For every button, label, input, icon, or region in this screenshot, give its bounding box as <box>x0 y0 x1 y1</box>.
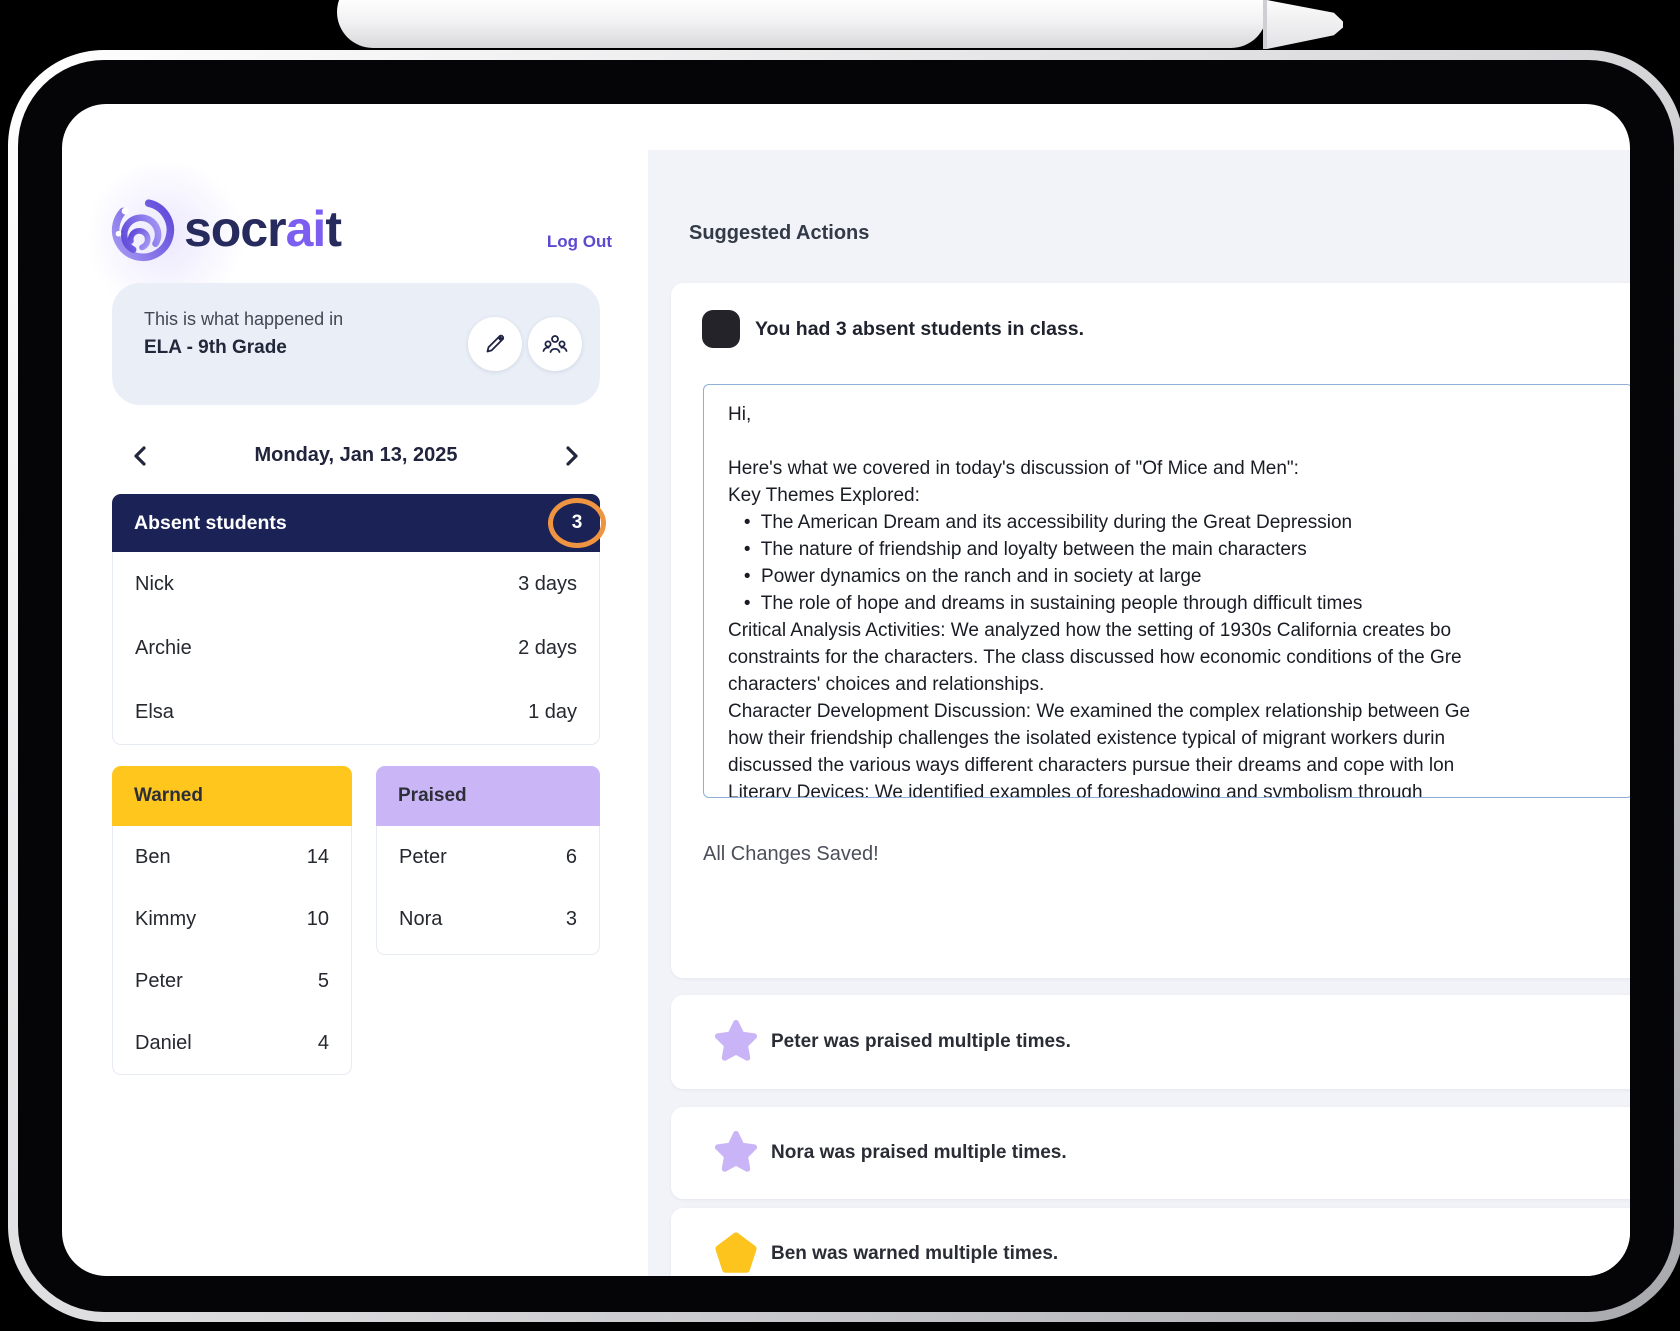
wordmark-prefix: socr <box>184 201 287 257</box>
student-name: Peter <box>135 969 183 992</box>
praised-header: Praised <box>376 766 600 826</box>
class-card-subtitle: This is what happened in <box>144 309 344 329</box>
star-icon <box>714 1130 758 1172</box>
star-icon <box>714 1019 758 1061</box>
class-summary-card: This is what happened in ELA - 9th Grade <box>112 283 600 405</box>
wordmark-accent: ai <box>285 201 327 257</box>
table-row: Ben 14 <box>113 826 351 888</box>
action-card-text: Ben was warned multiple times. <box>771 1243 1059 1264</box>
apple-pencil-seam <box>1263 0 1267 49</box>
warned-list: Ben 14 Kimmy 10 Peter 5 Daniel <box>112 826 352 1075</box>
action-card-text: Peter was praised multiple times. <box>771 1031 1071 1052</box>
warned-panel: Warned Ben 14 Kimmy 10 Peter 5 <box>112 766 352 1075</box>
absent-students-list: Nick 3 days Archie 2 days Elsa 1 day <box>112 552 600 745</box>
log-out-link[interactable]: Log Out <box>546 232 612 251</box>
student-name: Nick <box>135 572 174 595</box>
absence-duration: 3 days <box>518 572 577 595</box>
student-name: Archie <box>135 636 192 659</box>
praise-action-card[interactable]: Peter was praised multiple times. <box>671 995 1630 1089</box>
people-group-icon <box>542 335 568 353</box>
table-row: Elsa 1 day <box>113 680 599 744</box>
edit-class-button[interactable] <box>468 317 522 371</box>
absent-action-card: You had 3 absent students in class. Hi, … <box>671 283 1630 978</box>
praise-count: 6 <box>565 845 577 868</box>
warning-pentagon-icon <box>715 1232 757 1273</box>
student-name: Elsa <box>135 700 174 723</box>
students-button[interactable] <box>528 317 582 371</box>
socrait-logo-icon <box>111 198 175 262</box>
warn-count: 14 <box>306 845 329 868</box>
student-name: Daniel <box>135 1031 192 1054</box>
class-card-title: ELA - 9th Grade <box>144 337 287 358</box>
student-name: Peter <box>399 845 447 868</box>
action-card-text: Nora was praised multiple times. <box>771 1142 1067 1163</box>
table-row: Peter 5 <box>113 950 351 1012</box>
tablet-frame: socrait Log Out This is what happened in… <box>8 50 1680 1322</box>
table-row: Kimmy 10 <box>113 888 351 950</box>
absent-action-title: You had 3 absent students in class. <box>755 317 1085 340</box>
apple-pencil <box>337 0 1267 48</box>
student-name: Nora <box>399 907 443 930</box>
warn-count: 10 <box>306 907 329 930</box>
warn-count: 5 <box>317 969 329 992</box>
previous-day-button[interactable] <box>130 444 152 468</box>
warned-header: Warned <box>112 766 352 826</box>
praise-count: 3 <box>565 907 577 930</box>
apple-pencil-tip <box>1267 0 1343 49</box>
tablet-bezel: socrait Log Out This is what happened in… <box>18 60 1674 1312</box>
absent-students-title: Absent students <box>134 511 287 534</box>
current-date-label: Monday, Jan 13, 2025 <box>254 444 458 466</box>
pencil-edit-icon <box>486 334 505 353</box>
warn-action-card[interactable]: Ben was warned multiple times. <box>671 1208 1630 1276</box>
warn-count: 4 <box>317 1031 329 1054</box>
table-row: Archie 2 days <box>113 616 599 680</box>
absent-count: 3 <box>571 512 583 533</box>
table-row: Nora 3 <box>377 888 599 950</box>
absence-duration: 2 days <box>518 636 577 659</box>
absent-students-header: Absent students 3 <box>112 494 606 552</box>
count-annotation-circle: 3 <box>548 498 606 548</box>
next-day-button[interactable] <box>560 444 582 468</box>
praised-list: Peter 6 Nora 3 <box>376 826 600 955</box>
table-row: Nick 3 days <box>113 552 599 616</box>
socrait-wordmark: socrait <box>184 200 342 258</box>
table-row: Daniel 4 <box>113 1012 351 1074</box>
page-title: Suggested Actions <box>689 222 870 244</box>
wordmark-suffix: t <box>325 201 342 257</box>
save-status: All Changes Saved! <box>703 843 879 865</box>
absence-duration: 1 day <box>528 700 577 723</box>
checkbox-icon[interactable] <box>702 310 740 348</box>
date-navigation: Monday, Jan 13, 2025 <box>112 436 600 476</box>
student-name: Kimmy <box>135 907 197 930</box>
praise-action-card[interactable]: Nora was praised multiple times. <box>671 1107 1630 1199</box>
tablet-screen: socrait Log Out This is what happened in… <box>62 104 1630 1276</box>
email-draft-textarea[interactable]: Hi, Here's what we covered in today's di… <box>703 384 1630 798</box>
student-name: Ben <box>135 845 171 868</box>
table-row: Peter 6 <box>377 826 599 888</box>
praised-panel: Praised Peter 6 Nora 3 <box>376 766 600 955</box>
absent-students-panel: Absent students 3 Nick 3 days Archie 2 d… <box>112 494 606 745</box>
